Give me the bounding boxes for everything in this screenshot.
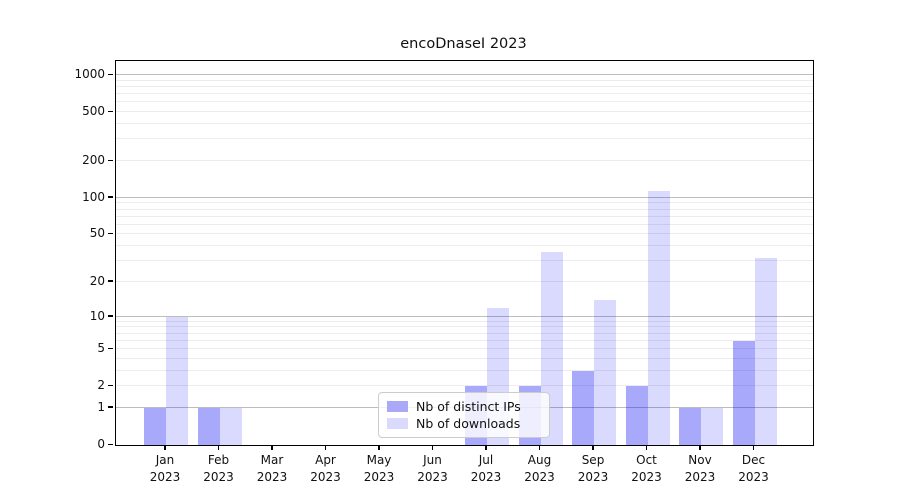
x-tick-mark-feb [217, 445, 220, 450]
y-tick-mark-50 [108, 232, 113, 235]
gridline-minor-200 [116, 160, 813, 162]
bar-distinct-ips [197, 407, 220, 445]
gridline-minor-50 [116, 233, 813, 235]
x-tick-label-jun: Jun 2023 [417, 453, 448, 484]
gridline-minor-60 [116, 223, 813, 225]
bar-downloads [166, 316, 188, 445]
bar-distinct-ips [679, 407, 701, 445]
x-tick-mark-mar [271, 445, 273, 450]
gridline-minor-70 [116, 215, 813, 217]
y-tick-mark-1 [108, 406, 113, 408]
gridline-minor-3 [116, 369, 813, 371]
x-tick-mark-jul [485, 445, 487, 450]
gridline-minor-5 [116, 348, 813, 350]
gridline-major-10 [116, 315, 813, 317]
bar-distinct-ips [144, 407, 166, 445]
x-tick-label-apr: Apr 2023 [310, 453, 341, 484]
x-tick-label-aug: Aug 2023 [524, 453, 555, 484]
y-tick-mark-20 [108, 280, 113, 282]
gridline-minor-900 [116, 79, 813, 81]
gridline-minor-500 [116, 111, 813, 113]
gridline-major-100 [116, 196, 813, 198]
y-tick-label-100: 100 [82, 189, 105, 204]
x-tick-label-mar: Mar 2023 [256, 453, 288, 484]
y-tick-label-1: 1 [97, 399, 105, 414]
y-tick-mark-1000 [108, 73, 113, 76]
y-tick-label-1000: 1000 [74, 67, 105, 82]
gridline-major-1000 [116, 74, 813, 76]
x-tick-mark-jun [431, 445, 434, 450]
legend: Nb of distinct IPs Nb of downloads [378, 392, 550, 438]
x-tick-label-jan: Jan 2023 [149, 453, 181, 484]
gridline-minor-80 [116, 208, 813, 210]
x-tick-mark-jan [164, 445, 166, 450]
x-tick-mark-dec [752, 445, 755, 450]
legend-swatch-distinct-ips [387, 401, 408, 412]
x-tick-mark-oct [645, 445, 648, 450]
gridline-minor-4 [116, 357, 813, 359]
y-tick-mark-0 [108, 443, 113, 445]
bar-distinct-ips [572, 370, 594, 445]
x-tick-mark-may [378, 445, 380, 450]
y-tick-label-500: 500 [82, 104, 105, 119]
gridline-minor-20 [116, 280, 813, 282]
gridline-minor-400 [116, 123, 813, 125]
y-tick-mark-100 [108, 196, 113, 198]
gridline-minor-600 [116, 101, 813, 103]
gridline-minor-40 [116, 245, 813, 247]
gridline-minor-300 [116, 138, 813, 140]
legend-label-downloads: Nb of downloads [416, 416, 521, 431]
x-tick-mark-nov [699, 445, 701, 450]
y-tick-mark-10 [108, 315, 113, 317]
y-tick-label-10: 10 [89, 308, 105, 323]
x-tick-label-sep: Sep 2023 [577, 453, 609, 484]
x-tick-mark-apr [324, 445, 327, 450]
x-tick-mark-sep [592, 445, 594, 450]
y-tick-mark-500 [108, 110, 113, 113]
gridline-minor-6 [116, 339, 813, 341]
bar-downloads [594, 300, 616, 445]
bar-downloads [754, 257, 777, 445]
y-tick-mark-200 [108, 159, 113, 162]
x-tick-label-nov: Nov 2023 [684, 453, 716, 484]
y-tick-label-50: 50 [89, 226, 105, 241]
bar-distinct-ips [625, 386, 648, 445]
y-tick-label-5: 5 [97, 341, 105, 356]
legend-item-downloads: Nb of downloads [387, 415, 541, 432]
gridline-minor-90 [116, 202, 813, 204]
x-tick-mark-aug [538, 445, 541, 450]
y-tick-label-0: 0 [97, 437, 105, 451]
y-tick-mark-5 [108, 347, 113, 350]
x-tick-label-feb: Feb 2023 [203, 453, 234, 484]
chart-title: encoDnaseI 2023 [400, 36, 527, 52]
gridline-minor-700 [116, 93, 813, 95]
gridline-minor-7 [116, 332, 813, 334]
legend-label-distinct-ips: Nb of distinct IPs [416, 399, 521, 414]
bar-distinct-ips [732, 340, 755, 445]
gridline-minor-800 [116, 85, 813, 87]
legend-item-distinct-ips: Nb of distinct IPs [387, 398, 541, 415]
bar-downloads [701, 407, 723, 445]
y-tick-mark-2 [108, 384, 113, 387]
gridline-minor-30 [116, 260, 813, 262]
gridline-minor-9 [116, 320, 813, 322]
bar-downloads [219, 407, 242, 445]
y-tick-label-200: 200 [82, 153, 105, 168]
bar-downloads [647, 190, 670, 445]
y-tick-label-2: 2 [97, 378, 105, 393]
plot-area [115, 60, 814, 446]
x-tick-label-oct: Oct 2023 [631, 453, 662, 484]
gridline-minor-2 [116, 385, 813, 387]
x-tick-label-jul: Jul 2023 [470, 453, 502, 484]
x-tick-label-dec: Dec 2023 [738, 453, 769, 484]
legend-swatch-downloads [387, 418, 408, 429]
gridline-minor-8 [116, 326, 813, 328]
y-tick-label-20: 20 [89, 273, 105, 288]
x-tick-label-may: May 2023 [363, 453, 395, 484]
